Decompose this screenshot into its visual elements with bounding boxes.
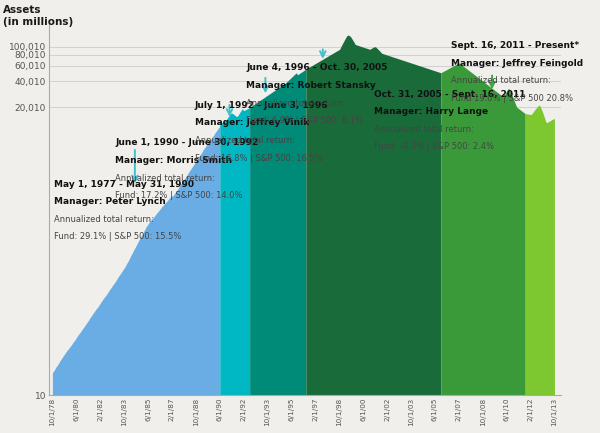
Text: Manager: Harry Lange: Manager: Harry Lange [374, 107, 488, 116]
Text: Manager: Jeffrey Feingold: Manager: Jeffrey Feingold [451, 58, 583, 68]
Text: Annualized total return:: Annualized total return: [246, 99, 346, 108]
Text: July 1, 1992 - June 3, 1996: July 1, 1992 - June 3, 1996 [195, 101, 328, 110]
Text: May 1, 1977 - May 31, 1990: May 1, 1977 - May 31, 1990 [54, 180, 194, 189]
Text: Sept. 16, 2011 - Present*: Sept. 16, 2011 - Present* [451, 41, 579, 50]
Text: Fund: 17.2% | S&P 500: 14.0%: Fund: 17.2% | S&P 500: 14.0% [115, 191, 243, 200]
Text: Fund: 16.8% | S&P 500: 16.5%: Fund: 16.8% | S&P 500: 16.5% [195, 154, 322, 163]
Text: Annualized total return:: Annualized total return: [374, 125, 474, 134]
Text: Annualized total return:: Annualized total return: [54, 215, 154, 224]
Text: Fund: 29.1% | S&P 500: 15.5%: Fund: 29.1% | S&P 500: 15.5% [54, 233, 181, 242]
Text: June 1, 1990 - June 30, 1992: June 1, 1990 - June 30, 1992 [115, 139, 259, 147]
Text: Assets
(in millions): Assets (in millions) [3, 5, 73, 27]
Text: Annualized total return:: Annualized total return: [115, 174, 215, 183]
Text: Annualized total return:: Annualized total return: [451, 76, 551, 85]
Text: Manager: Robert Stansky: Manager: Robert Stansky [246, 81, 376, 90]
Text: June 4, 1996 - Oct. 30, 2005: June 4, 1996 - Oct. 30, 2005 [246, 63, 388, 72]
Text: Oct. 31, 2005 - Sept. 16, 2011: Oct. 31, 2005 - Sept. 16, 2011 [374, 90, 526, 99]
Text: Manager: Jeffrey Vinik: Manager: Jeffrey Vinik [195, 119, 309, 127]
Text: Manager: Peter Lynch: Manager: Peter Lynch [54, 197, 166, 206]
Text: Fund: -0.3% | S&P 500: 2.4%: Fund: -0.3% | S&P 500: 2.4% [374, 142, 494, 152]
Text: Fund 19.0% | S&P 500 20.8%: Fund 19.0% | S&P 500 20.8% [451, 94, 573, 103]
Text: Annualized total return:: Annualized total return: [195, 136, 295, 145]
Text: Manager: Morris Smith: Manager: Morris Smith [115, 156, 232, 165]
Text: Fund: 6.9% | S&P 500: 8.1%: Fund: 6.9% | S&P 500: 8.1% [246, 116, 363, 125]
